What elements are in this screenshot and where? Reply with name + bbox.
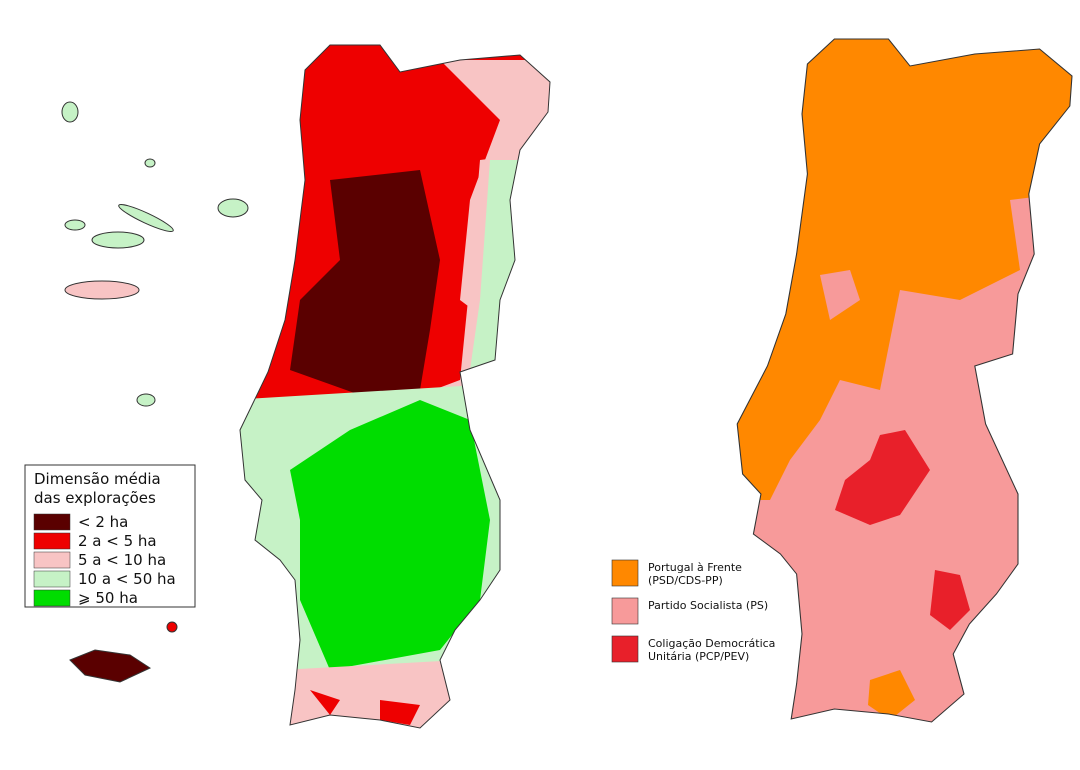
legend-swatch [33, 570, 71, 588]
islands [61, 101, 249, 683]
legend-title: Dimensão média [34, 470, 161, 488]
legend-swatch [611, 635, 639, 663]
legend: Portugal à Frente(PSD/CDS-PP) Partido Soc… [611, 559, 775, 663]
legend-swatch [33, 589, 71, 607]
legend-label: 5 a < 10 ha [78, 551, 166, 569]
legend-swatch [611, 597, 639, 625]
legend-label: Partido Socialista (PS) [648, 599, 768, 612]
legend-label: Unitária (PCP/PEV) [648, 650, 749, 663]
legend-title: das explorações [34, 489, 156, 507]
legend-label: < 2 ha [78, 513, 128, 531]
legend-label: 2 a < 5 ha [78, 532, 157, 550]
right-map [737, 39, 1072, 722]
left-map [240, 45, 550, 728]
legend-label: Portugal à Frente [648, 561, 742, 574]
legend-label: 10 a < 50 ha [78, 570, 176, 588]
legend-swatch [611, 559, 639, 587]
legend-swatch [33, 551, 71, 569]
legend-label: Coligação Democrática [648, 637, 775, 650]
legend-swatch [33, 513, 71, 531]
legend-swatch [33, 532, 71, 550]
legend-label: (PSD/CDS-PP) [648, 574, 723, 587]
legend-label: ⩾ 50 ha [78, 589, 138, 607]
